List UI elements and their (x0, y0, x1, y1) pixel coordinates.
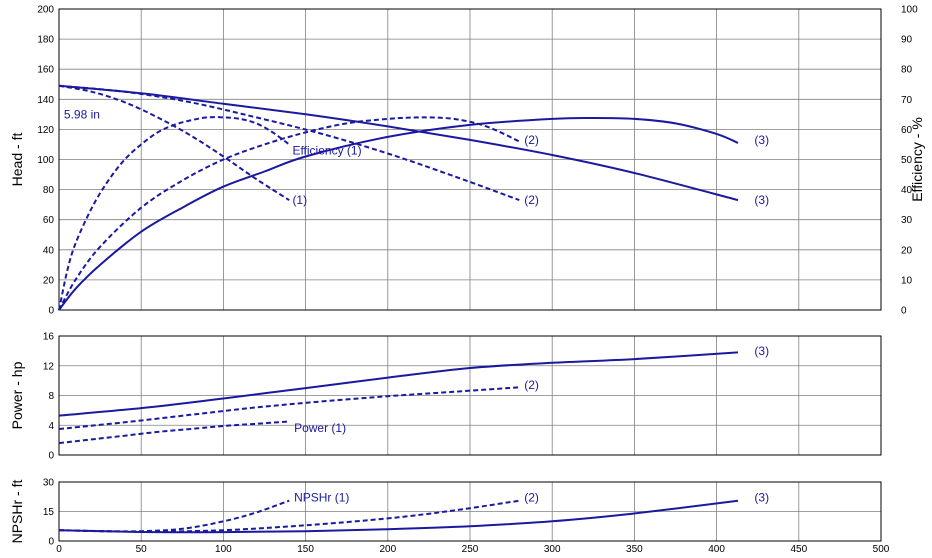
y2-tick-label: 90 (901, 35, 913, 46)
plot-frame (58, 335, 882, 456)
y2-tick-label: 100 (901, 5, 918, 16)
series-line (58, 84, 520, 202)
y2-tick-label: 10 (901, 275, 913, 286)
y-tick-label: 30 (43, 478, 55, 489)
x-tick-label: 500 (873, 544, 890, 555)
x-tick-label: 50 (136, 544, 148, 555)
x-tick-label: 150 (297, 544, 314, 555)
y-tick-label: 20 (43, 275, 55, 286)
y2-axis-label: Efficiency - % (909, 117, 925, 202)
curve-annotation: (1) (292, 193, 307, 207)
series-line (58, 84, 290, 201)
curve-annotation: 5.98 in (64, 107, 100, 121)
series-line (58, 499, 739, 534)
x-tick-label: 0 (56, 544, 62, 555)
plot-frame (58, 8, 882, 311)
series-line (58, 116, 739, 311)
y-tick-label: 0 (48, 451, 54, 462)
y2-tick-label: 20 (901, 245, 913, 256)
y2-tick-label: 50 (901, 155, 913, 166)
y2-tick-label: 60 (901, 125, 913, 136)
curve-annotation: (2) (524, 193, 539, 207)
series-line (58, 386, 520, 430)
y-tick-label: 0 (48, 537, 54, 548)
y-tick-label: 4 (48, 421, 54, 432)
y-tick-label: 15 (43, 507, 55, 518)
y-tick-label: 180 (37, 35, 54, 46)
curve-annotation: (3) (754, 133, 769, 147)
y-tick-label: 16 (43, 332, 55, 343)
y-tick-label: 40 (43, 245, 55, 256)
curve-annotation: (3) (754, 193, 769, 207)
x-tick-label: 300 (544, 544, 561, 555)
series-line (58, 116, 290, 311)
y-axis-label: NPSHr - ft (9, 480, 25, 544)
series-line (58, 116, 520, 311)
y2-tick-label: 80 (901, 65, 913, 76)
series-line (58, 84, 739, 202)
series-line (58, 499, 290, 533)
y-tick-label: 120 (37, 125, 54, 136)
y-tick-label: 8 (48, 391, 54, 402)
curve-annotation: NPSHr (1) (294, 491, 349, 505)
y-tick-label: 100 (37, 155, 54, 166)
curve-annotation: (2) (524, 378, 539, 392)
y-tick-label: 160 (37, 65, 54, 76)
plot-frame (58, 481, 882, 542)
x-tick-label: 400 (708, 544, 725, 555)
x-tick-label: 100 (215, 544, 232, 555)
y2-tick-label: 70 (901, 95, 913, 106)
x-tick-label: 200 (379, 544, 396, 555)
y2-tick-label: 0 (901, 306, 907, 317)
series-line (58, 420, 290, 445)
y2-tick-label: 40 (901, 185, 913, 196)
y-axis-label: Power - hp (9, 361, 25, 429)
y-tick-label: 60 (43, 215, 55, 226)
y-tick-label: 200 (37, 5, 54, 16)
y-tick-label: 0 (48, 306, 54, 317)
y-axis-label: Head - ft (9, 133, 25, 187)
head-panel: 0 20 40 60 80 100 120 140 160 180 200 0 10 20 30 40 50 60… (9, 5, 925, 317)
curve-annotation: Power (1) (294, 421, 346, 435)
y2-tick-label: 30 (901, 215, 913, 226)
power-panel: 0 4 8 12 16 Power - hp Power (1) (2) (3) (9, 332, 882, 462)
y-tick-label: 140 (37, 95, 54, 106)
y-tick-label: 12 (43, 361, 55, 372)
y-tick-label: 80 (43, 185, 55, 196)
curve-annotation: Efficiency (1) (292, 143, 361, 157)
x-tick-label: 250 (462, 544, 479, 555)
x-tick-label: 350 (626, 544, 643, 555)
curve-annotation: (2) (524, 491, 539, 505)
curve-annotation: (3) (754, 491, 769, 505)
curve-annotation: (3) (754, 344, 769, 358)
x-tick-label: 450 (790, 544, 807, 555)
series-line (58, 351, 739, 417)
curve-annotation: (2) (524, 133, 539, 147)
